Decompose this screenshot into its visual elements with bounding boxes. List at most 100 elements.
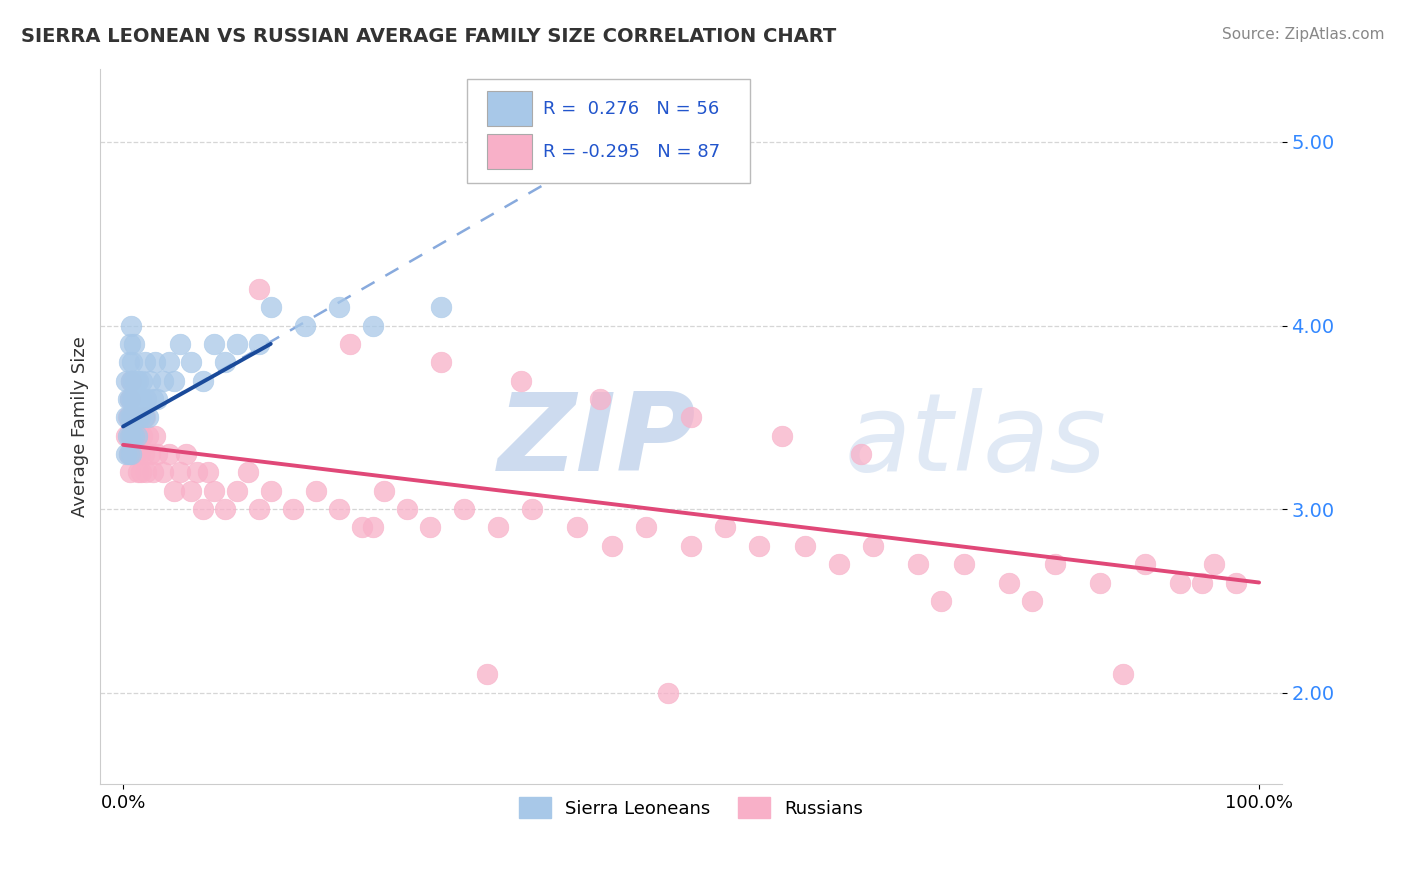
Point [396, 502, 419, 516]
Point [152, 466, 174, 480]
Point [122, 410, 145, 425]
Point [907, 557, 929, 571]
Point [169, 466, 191, 480]
Point [118, 428, 141, 442]
Point [247, 337, 270, 351]
Point [124, 374, 146, 388]
Point [120, 374, 142, 388]
Point [120, 447, 142, 461]
Point [146, 392, 169, 406]
Point [202, 337, 225, 351]
Point [129, 447, 152, 461]
Point [115, 428, 138, 442]
Point [118, 337, 141, 351]
Point [714, 520, 737, 534]
Point [453, 502, 475, 516]
Point [247, 282, 270, 296]
Point [163, 483, 186, 498]
Point [135, 466, 157, 480]
Point [1202, 557, 1225, 571]
Point [122, 374, 145, 388]
Point [247, 502, 270, 516]
Point [998, 575, 1021, 590]
Point [125, 410, 148, 425]
Point [124, 392, 146, 406]
Point [929, 594, 952, 608]
Point [134, 410, 156, 425]
Point [191, 502, 214, 516]
Text: R = -0.295   N = 87: R = -0.295 N = 87 [543, 143, 720, 161]
Point [851, 447, 873, 461]
Point [124, 428, 146, 442]
Point [139, 374, 162, 388]
Point [361, 520, 384, 534]
Point [127, 410, 149, 425]
Point [131, 428, 153, 442]
Point [634, 520, 657, 534]
Point [186, 466, 208, 480]
Point [260, 300, 283, 314]
Point [152, 374, 174, 388]
Point [163, 374, 186, 388]
Point [952, 557, 974, 571]
Point [328, 502, 350, 516]
Point [169, 337, 191, 351]
Point [191, 374, 214, 388]
Point [180, 355, 202, 369]
Point [748, 539, 770, 553]
Point [1168, 575, 1191, 590]
Y-axis label: Average Family Size: Average Family Size [72, 336, 89, 516]
Point [143, 355, 166, 369]
Point [120, 428, 142, 442]
FancyBboxPatch shape [486, 91, 531, 126]
Point [520, 502, 543, 516]
Point [567, 520, 589, 534]
Point [225, 483, 247, 498]
Point [115, 410, 138, 425]
Point [120, 318, 142, 333]
Point [115, 374, 138, 388]
Text: Source: ZipAtlas.com: Source: ZipAtlas.com [1222, 27, 1385, 42]
Point [124, 410, 146, 425]
Point [128, 392, 150, 406]
Point [1043, 557, 1066, 571]
Point [134, 355, 156, 369]
Point [132, 410, 155, 425]
Point [328, 300, 350, 314]
Point [129, 466, 152, 480]
Point [657, 686, 679, 700]
Point [121, 447, 143, 461]
Point [118, 447, 141, 461]
Point [770, 428, 793, 442]
Point [509, 374, 531, 388]
Point [139, 447, 162, 461]
Point [350, 520, 373, 534]
Point [1191, 575, 1213, 590]
Point [118, 466, 141, 480]
Point [142, 392, 165, 406]
Point [117, 410, 139, 425]
Point [122, 410, 145, 425]
Point [862, 539, 884, 553]
Text: SIERRA LEONEAN VS RUSSIAN AVERAGE FAMILY SIZE CORRELATION CHART: SIERRA LEONEAN VS RUSSIAN AVERAGE FAMILY… [21, 27, 837, 45]
Point [174, 447, 197, 461]
Point [125, 428, 148, 442]
Point [127, 466, 149, 480]
Point [128, 428, 150, 442]
Legend: Sierra Leoneans, Russians: Sierra Leoneans, Russians [512, 790, 870, 825]
Point [124, 447, 146, 461]
Point [115, 447, 138, 461]
Point [120, 374, 142, 388]
Point [214, 355, 236, 369]
Point [129, 392, 152, 406]
Point [305, 483, 328, 498]
Point [117, 392, 139, 406]
Point [361, 318, 384, 333]
Point [142, 466, 165, 480]
Point [260, 483, 283, 498]
FancyBboxPatch shape [467, 79, 751, 183]
Point [197, 466, 219, 480]
Point [136, 428, 159, 442]
Point [225, 337, 247, 351]
Point [121, 355, 143, 369]
